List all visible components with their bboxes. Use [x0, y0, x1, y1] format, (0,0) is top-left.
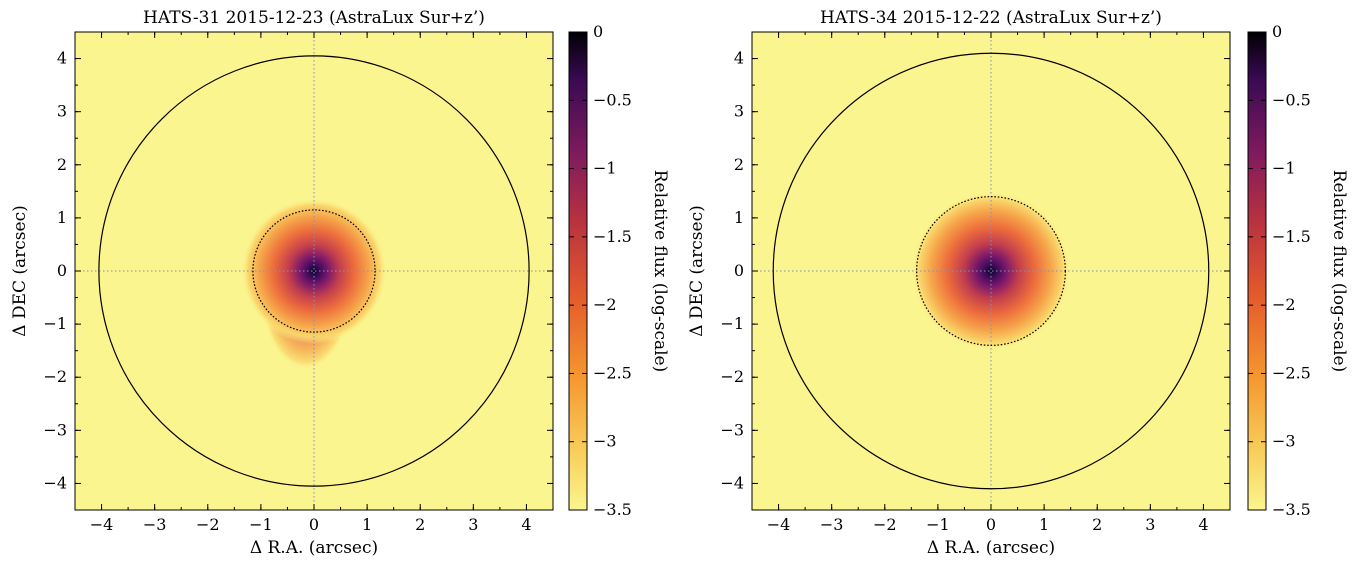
x-tick-label: 4	[1198, 515, 1208, 534]
x-tick-label: 2	[1092, 515, 1102, 534]
colorbar-tick-label: −3	[593, 432, 617, 451]
x-tick-label: 1	[362, 515, 372, 534]
colorbar-tick-label: −2.5	[1272, 363, 1311, 382]
y-tick-label: −3	[720, 420, 744, 439]
y-tick-label: 3	[57, 102, 67, 121]
y-tick-label: 1	[57, 208, 67, 227]
colorbar-label: Relative flux (log-scale)	[1329, 170, 1349, 373]
x-axis-label: Δ R.A. (arcsec)	[927, 538, 1055, 558]
source-core	[240, 197, 388, 345]
outer-circle	[772, 52, 1210, 490]
x-tick-label: −4	[90, 515, 114, 534]
source-core	[911, 191, 1071, 351]
colorbar-tick-label: −3.5	[593, 500, 632, 519]
x-tick-label: 4	[521, 515, 531, 534]
x-tick-label: −3	[820, 515, 844, 534]
y-tick-label: −4	[720, 473, 744, 492]
y-tick-label: −3	[43, 420, 67, 439]
source-psf	[240, 197, 388, 370]
colorbar: 0 −0.5 −1 −1.5 −2 −2.5 −3 −3.5 Relative flux (lo…	[1247, 22, 1349, 519]
colorbar-tick-label: −3	[1272, 432, 1296, 451]
y-tick-label: −1	[720, 314, 744, 333]
y-axis-label: Δ DEC (arcsec)	[10, 205, 30, 336]
colorbar-label: Relative flux (log-scale)	[650, 170, 670, 373]
y-tick-label: 2	[734, 155, 744, 174]
colorbar-tick-label: −3.5	[1272, 500, 1311, 519]
x-tick-label: 2	[415, 515, 425, 534]
x-tick-label: 0	[309, 515, 319, 534]
y-axis-label: Δ DEC (arcsec)	[687, 205, 707, 336]
colorbar-gradient	[1247, 31, 1267, 511]
x-tick-label: 3	[1145, 515, 1155, 534]
panel-2: −4 −3 −2 −1 0 1 2 3 4 −4 −3 −2 −1 0 1 2 3 4 HATS-34 2015-1…	[687, 8, 1349, 558]
colorbar-tick-label: −1.5	[593, 227, 632, 246]
colorbar-tick-label: 0	[593, 22, 603, 41]
x-tick-label: −1	[926, 515, 950, 534]
y-tick-label: −1	[43, 314, 67, 333]
y-tick-label: 0	[734, 261, 744, 280]
source-psf	[911, 191, 1071, 351]
x-axis-label: Δ R.A. (arcsec)	[250, 538, 378, 558]
colorbar-tick-label: −2	[593, 295, 617, 314]
y-tick-label: −2	[43, 367, 67, 386]
colorbar: 0 −0.5 −1 −1.5 −2 −2.5 −3 −3.5 Relative flux (lo…	[568, 22, 670, 519]
colorbar-tick-label: −1.5	[1272, 227, 1311, 246]
colorbar-tick-label: −2.5	[593, 363, 632, 382]
x-tick-label: −4	[767, 515, 791, 534]
inner-circle	[252, 209, 376, 333]
x-tick-label: −2	[873, 515, 897, 534]
y-tick-label: −2	[720, 367, 744, 386]
x-tick-label: 1	[1039, 515, 1049, 534]
chart-title: HATS-34 2015-12-22 (AstraLux Sur+z’)	[820, 8, 1162, 28]
x-tick-label: −3	[143, 515, 167, 534]
x-tick-label: 0	[986, 515, 996, 534]
y-tick-label: 4	[57, 49, 67, 68]
y-tick-label: −4	[43, 473, 67, 492]
y-tick-label: 3	[734, 102, 744, 121]
y-tick-label: 2	[57, 155, 67, 174]
colorbar-tick-label: −1	[1272, 159, 1296, 178]
colorbar-tick-label: −0.5	[1272, 90, 1311, 109]
chart-title: HATS-31 2015-12-23 (AstraLux Sur+z’)	[143, 8, 485, 28]
colorbar-tick-label: 0	[1272, 22, 1282, 41]
colorbar-tick-label: −1	[593, 159, 617, 178]
inner-circle	[916, 196, 1066, 346]
colorbar-tick-label: −2	[1272, 295, 1296, 314]
x-tick-label: −1	[249, 515, 273, 534]
y-tick-label: 4	[734, 49, 744, 68]
panel-1: −4 −3 −2 −1 0 1 2 3 4 −4 −3 −2 −1 0 1 2 3 4 HATS-31 2015-1…	[10, 8, 670, 558]
y-tick-label: 0	[57, 261, 67, 280]
y-tick-label: 1	[734, 208, 744, 227]
colorbar-tick-label: −0.5	[593, 90, 632, 109]
colorbar-gradient	[568, 31, 588, 511]
outer-circle	[98, 55, 530, 487]
x-tick-label: −2	[196, 515, 220, 534]
x-tick-label: 3	[468, 515, 478, 534]
